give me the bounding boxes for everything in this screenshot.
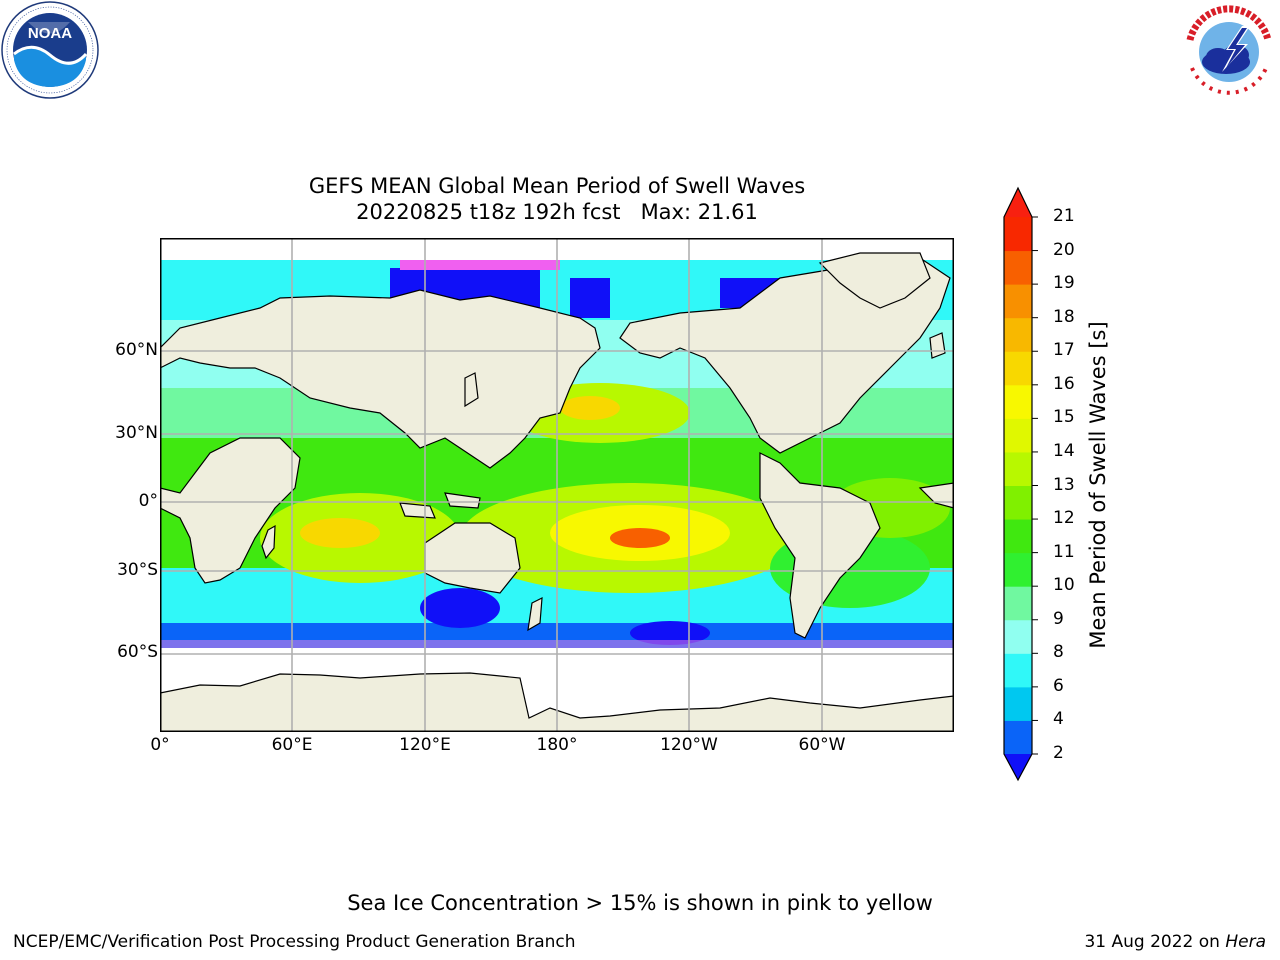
colorbar-segment	[1004, 351, 1032, 386]
lat-label-30n: 30°N	[115, 423, 158, 443]
colorbar-tick-label: 19	[1053, 273, 1075, 294]
graticule	[160, 238, 954, 732]
colorbar-segment	[1004, 720, 1032, 755]
colorbar-tick-label: 6	[1053, 675, 1064, 696]
footer-date: 31 Aug 2022 on Hera	[1084, 932, 1266, 952]
land	[160, 252, 954, 732]
noaa-logo: NOAA	[1, 1, 99, 99]
colorbar-segment	[1004, 619, 1032, 654]
colorbar-tick-label: 14	[1053, 440, 1075, 461]
nws-logo	[1185, 5, 1273, 95]
colorbar-tick-label: 20	[1053, 239, 1075, 260]
colorbar-tick-label: 8	[1053, 642, 1064, 663]
lat-label-60n: 60°N	[115, 340, 158, 360]
colorbar-tick-label: 10	[1053, 575, 1075, 596]
colorbar-under-arrow	[1004, 754, 1032, 780]
colorbar-tick-label: 16	[1053, 373, 1075, 394]
lon-label-120w: 120°W	[660, 735, 718, 755]
footer-credit: NCEP/EMC/Verification Post Processing Pr…	[13, 932, 576, 952]
colorbar-segment	[1004, 250, 1032, 285]
lat-label-60s: 60°S	[117, 642, 158, 662]
colorbar-title: Mean Period of Swell Waves [s]	[1086, 321, 1110, 649]
colorbar-over-arrow	[1004, 188, 1032, 217]
footer-date-text: 31 Aug 2022 on	[1084, 932, 1226, 952]
colorbar-segment	[1004, 519, 1032, 554]
colorbar-tick-label: 12	[1053, 508, 1075, 529]
map-frame	[160, 238, 954, 732]
colorbar-segment	[1004, 317, 1032, 352]
colorbar-segment	[1004, 217, 1032, 252]
footer-host: Hera	[1225, 932, 1266, 952]
colorbar-segment	[1004, 284, 1032, 319]
lon-label-120e: 120°E	[399, 735, 451, 755]
colorbar-segment	[1004, 686, 1032, 721]
colorbar-tick-label: 17	[1053, 340, 1075, 361]
noaa-logo-text: NOAA	[28, 25, 72, 42]
colorbar-tick-label: 9	[1053, 608, 1064, 629]
colorbar-segment	[1004, 418, 1032, 453]
swell-period-map	[160, 238, 954, 732]
colorbar-segment	[1004, 586, 1032, 621]
colorbar-tick-label: 15	[1053, 407, 1075, 428]
colorbar-segment	[1004, 451, 1032, 486]
colorbar-tick-label: 13	[1053, 474, 1075, 495]
colorbar-tick-label: 11	[1053, 541, 1075, 562]
plot-title: GEFS MEAN Global Mean Period of Swell Wa…	[308, 174, 806, 198]
colorbar-segment	[1004, 552, 1032, 587]
colorbar-tick-label: 2	[1053, 743, 1064, 763]
lon-label-60e: 60°E	[271, 735, 313, 755]
colorbar-tick-label: 4	[1053, 709, 1064, 730]
sea-ice-note: Sea Ice Concentration > 15% is shown in …	[347, 891, 933, 915]
colorbar-segment	[1004, 384, 1032, 419]
lon-label-180: 180°	[536, 735, 578, 755]
colorbar-tick-label: 18	[1053, 306, 1075, 327]
colorbar-segment	[1004, 485, 1032, 520]
lat-label-0: 0°	[138, 491, 158, 511]
colorbar	[1003, 186, 1038, 782]
lon-label-0: 0°	[150, 735, 170, 755]
plot-subtitle: 20220825 t18z 192h fcst Max: 21.61	[356, 200, 758, 224]
colorbar-segment	[1004, 653, 1032, 688]
colorbar-tick-label: 21	[1053, 206, 1075, 226]
lat-label-30s: 30°S	[117, 560, 158, 580]
lon-label-60w: 60°W	[798, 735, 846, 755]
